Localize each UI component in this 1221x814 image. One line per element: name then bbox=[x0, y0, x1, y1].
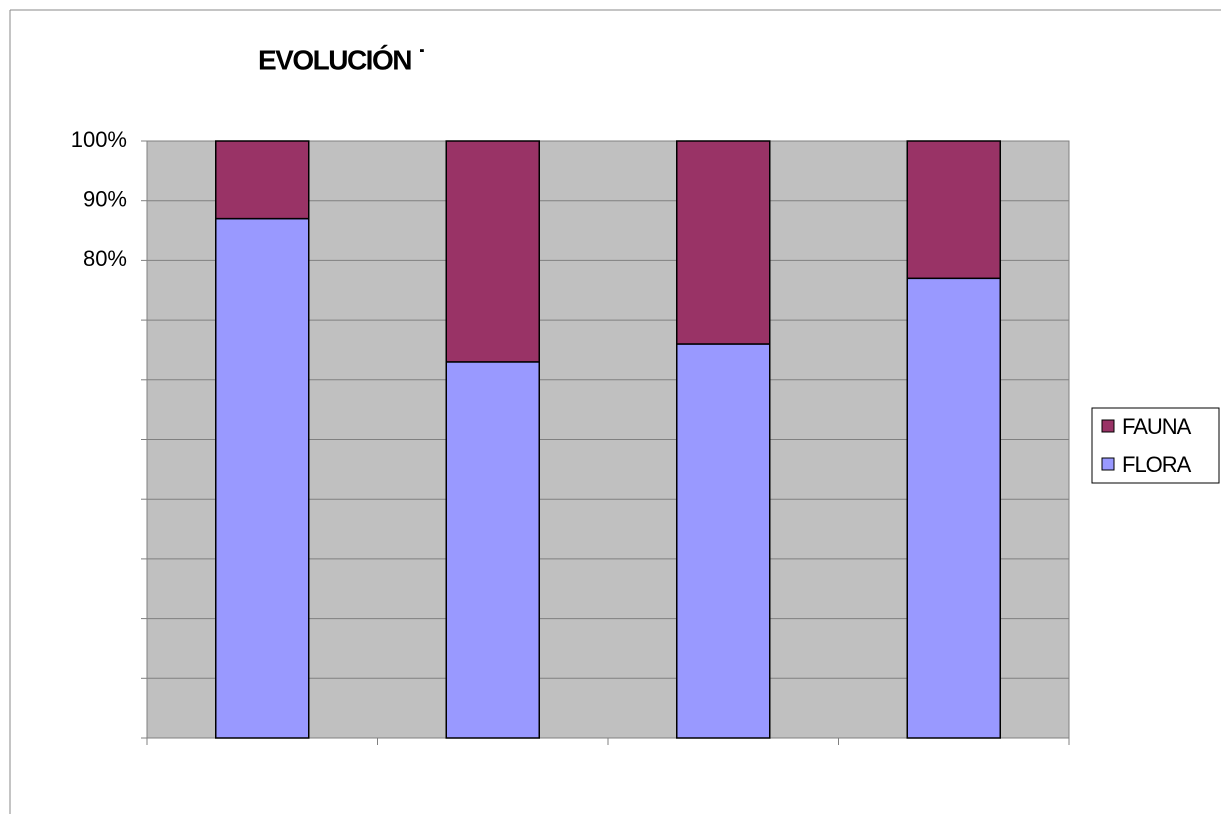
legend-label: FLORA bbox=[1122, 452, 1192, 477]
bar-segment bbox=[676, 343, 771, 739]
bar-segment bbox=[215, 217, 310, 739]
bar-segment bbox=[906, 140, 1001, 280]
bar-segment bbox=[215, 140, 310, 220]
bar-segment bbox=[676, 140, 771, 345]
y-tick-label: 80% bbox=[83, 246, 127, 271]
legend-swatch bbox=[1101, 419, 1115, 433]
chart-title: EVOLUCIÓN ˙ bbox=[258, 44, 425, 75]
bar-segment bbox=[445, 361, 540, 739]
legend-label: FAUNA bbox=[1122, 414, 1192, 439]
bar-segment bbox=[906, 277, 1001, 739]
y-tick-label: 100% bbox=[71, 127, 127, 152]
bar-segment bbox=[445, 140, 540, 363]
legend-swatch bbox=[1101, 457, 1115, 471]
y-tick-label: 90% bbox=[83, 187, 127, 212]
